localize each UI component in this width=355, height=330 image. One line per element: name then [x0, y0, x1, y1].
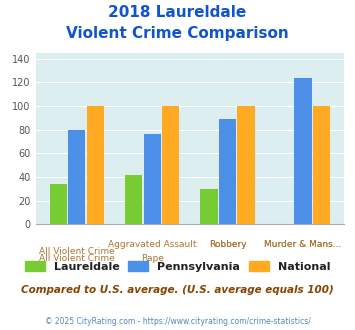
Bar [162, 106, 179, 224]
Text: 2018 Laureldale: 2018 Laureldale [108, 5, 247, 20]
Bar [219, 119, 236, 224]
Bar [87, 106, 104, 224]
Bar [143, 134, 161, 224]
Text: Violent Crime Comparison: Violent Crime Comparison [66, 26, 289, 41]
Text: Robbery: Robbery [209, 240, 246, 249]
Bar [201, 189, 218, 224]
Bar [237, 106, 255, 224]
Legend: Laureldale, Pennsylvania, National: Laureldale, Pennsylvania, National [20, 256, 335, 276]
Text: All Violent Crime: All Violent Crime [39, 247, 115, 256]
Bar [68, 130, 86, 224]
Bar [313, 106, 330, 224]
Bar [125, 175, 142, 224]
Text: Murder & Mans...: Murder & Mans... [264, 240, 342, 249]
Bar [294, 78, 312, 224]
Text: Robbery: Robbery [209, 240, 246, 249]
Text: © 2025 CityRating.com - https://www.cityrating.com/crime-statistics/: © 2025 CityRating.com - https://www.city… [45, 317, 310, 326]
Text: Rape: Rape [141, 253, 164, 263]
Text: Murder & Mans...: Murder & Mans... [264, 240, 342, 249]
Text: All Violent Crime: All Violent Crime [39, 253, 115, 263]
Text: Aggravated Assault: Aggravated Assault [108, 240, 196, 249]
Text: Compared to U.S. average. (U.S. average equals 100): Compared to U.S. average. (U.S. average … [21, 285, 334, 295]
Bar [50, 184, 67, 224]
